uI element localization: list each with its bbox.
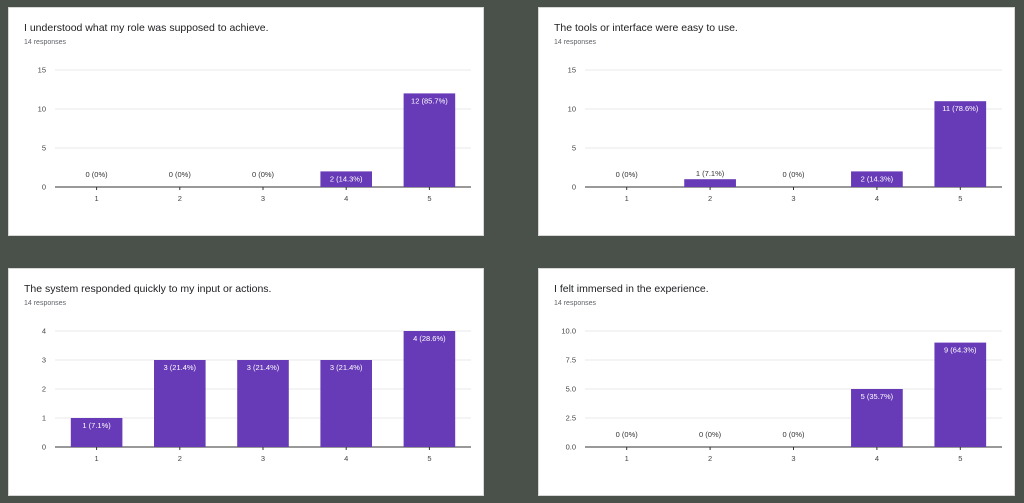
x-tick-label: 2 [708,194,712,203]
x-tick-label: 1 [95,454,99,463]
bar [684,179,736,187]
y-tick-label: 7.5 [566,356,576,365]
data-label: 0 (0%) [252,170,275,179]
y-tick-label: 3 [42,356,46,365]
bar [70,418,123,447]
bar [403,93,456,187]
data-label: 1 (7.1%) [696,169,725,178]
chart-card-immersion: I felt immersed in the experience. 14 re… [538,268,1015,496]
data-label: 3 (21.4%) [164,363,197,372]
y-tick-label: 10 [568,105,576,114]
chart-title: The tools or interface were easy to use. [554,22,738,34]
y-tick-label: 15 [38,66,46,75]
x-tick-label: 5 [427,454,431,463]
x-tick-label: 4 [875,454,879,463]
bar [237,360,289,447]
y-tick-label: 5 [42,144,46,153]
response-count: 14 responses [554,300,597,307]
data-label: 9 (64.3%) [944,346,977,355]
x-tick-label: 3 [791,194,795,203]
bar [851,171,903,187]
y-tick-label: 2 [42,385,46,394]
data-label: 2 (14.3%) [330,174,363,183]
bar [154,360,206,447]
x-tick-label: 5 [958,194,962,203]
y-tick-label: 0 [572,183,576,192]
y-tick-label: 10.0 [561,327,576,336]
bar [320,360,372,447]
bar-chart: 0 5 10 15 0 (0%) 1 0 (0%) 2 0 (0%) 3 2 (14.3%) 4 12 … [38,66,471,203]
bar-chart: 0 1 2 3 4 1 (7.1%) 1 3 (21.4%) 2 3 (21.4%) 3 3 (21.… [42,327,471,463]
x-tick-label: 4 [875,194,879,203]
chart-title: The system responded quickly to my input… [24,283,272,295]
data-label: 5 (35.7%) [861,392,894,401]
chart-card-role: I understood what my role was supposed t… [8,7,484,236]
data-label: 0 (0%) [782,170,805,179]
data-label: 4 (28.6%) [413,334,446,343]
response-count: 14 responses [24,300,67,307]
x-tick-label: 2 [178,194,182,203]
bar [934,101,987,187]
y-tick-label: 0.0 [566,443,576,452]
x-tick-label: 1 [625,454,629,463]
bar [934,342,987,447]
x-tick-label: 4 [344,454,348,463]
y-tick-label: 4 [42,327,46,336]
x-tick-label: 1 [95,194,99,203]
bar [320,171,372,187]
data-label: 3 (21.4%) [330,363,363,372]
y-tick-label: 5 [572,144,576,153]
data-label: 0 (0%) [616,430,639,439]
data-label: 0 (0%) [616,170,639,179]
x-tick-label: 4 [344,194,348,203]
chart-title: I felt immersed in the experience. [554,283,709,295]
response-count: 14 responses [554,39,597,46]
x-tick-label: 1 [625,194,629,203]
data-label: 0 (0%) [86,170,109,179]
y-tick-label: 0 [42,183,46,192]
data-label: 1 (7.1%) [82,421,111,430]
data-label: 12 (85.7%) [411,96,448,105]
data-label: 0 (0%) [169,170,192,179]
data-label: 0 (0%) [699,430,722,439]
response-count: 14 responses [24,39,67,46]
data-label: 11 (78.6%) [942,104,979,113]
x-tick-label: 5 [427,194,431,203]
y-tick-label: 0 [42,443,46,452]
bar [403,331,456,447]
y-tick-label: 2.5 [566,414,576,423]
y-tick-label: 5.0 [566,385,576,394]
chart-card-responsiveness: The system responded quickly to my input… [8,268,484,496]
chart-title: I understood what my role was supposed t… [24,22,269,34]
x-tick-label: 3 [791,454,795,463]
x-tick-label: 2 [178,454,182,463]
x-tick-label: 3 [261,454,265,463]
x-tick-label: 5 [958,454,962,463]
x-tick-label: 3 [261,194,265,203]
data-label: 0 (0%) [782,430,805,439]
data-label: 2 (14.3%) [861,174,894,183]
bar-chart: 0.0 2.5 5.0 7.5 10.0 0 (0%) 1 0 (0%) 2 0 (0%) 3 5 (… [561,327,1002,463]
x-tick-label: 2 [708,454,712,463]
chart-card-tools: The tools or interface were easy to use.… [538,7,1015,236]
data-label: 3 (21.4%) [247,363,280,372]
y-tick-label: 15 [568,66,576,75]
y-tick-label: 1 [42,414,46,423]
bar [851,389,903,447]
y-tick-label: 10 [38,105,46,114]
bar-chart: 0 5 10 15 0 (0%) 1 1 (7.1%) 2 0 (0%) 3 2 (14.3%) 4 1… [568,66,1002,203]
